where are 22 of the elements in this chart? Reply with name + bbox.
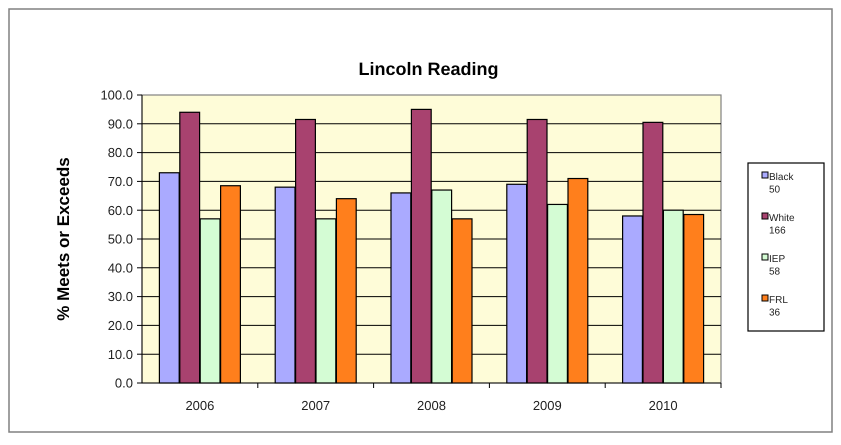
x-tick-label: 2007 [301, 398, 330, 413]
legend-label: White 166 [769, 213, 795, 236]
y-tick-label: 90.0 [108, 116, 133, 132]
x-tick-label: 2010 [648, 398, 678, 413]
x-tick-label: 2006 [185, 398, 214, 413]
y-tick-label: 80.0 [108, 145, 133, 160]
legend-label: Black 50 [769, 172, 794, 196]
y-tick-label: 60.0 [108, 202, 133, 218]
y-tick-label: 10.0 [108, 346, 133, 362]
legend-label: FRL 36 [769, 295, 788, 318]
y-tick-label: 70.0 [108, 174, 133, 189]
legend-label: IEP 58 [769, 254, 786, 278]
y-tick-label: 20.0 [108, 318, 133, 333]
y-tick-label: 50.0 [108, 232, 133, 247]
chart-title: Lincoln Reading [358, 59, 499, 79]
y-tick-label: 0.0 [114, 376, 133, 391]
y-tick-label: 40.0 [108, 260, 133, 276]
y-tick-label: 30.0 [108, 289, 133, 304]
y-tick-label: 100.0 [100, 88, 133, 103]
y-axis-title: % Meets or Exceeds [54, 157, 73, 321]
x-tick-label: 2008 [417, 398, 446, 413]
x-tick-label: 2009 [532, 398, 562, 413]
